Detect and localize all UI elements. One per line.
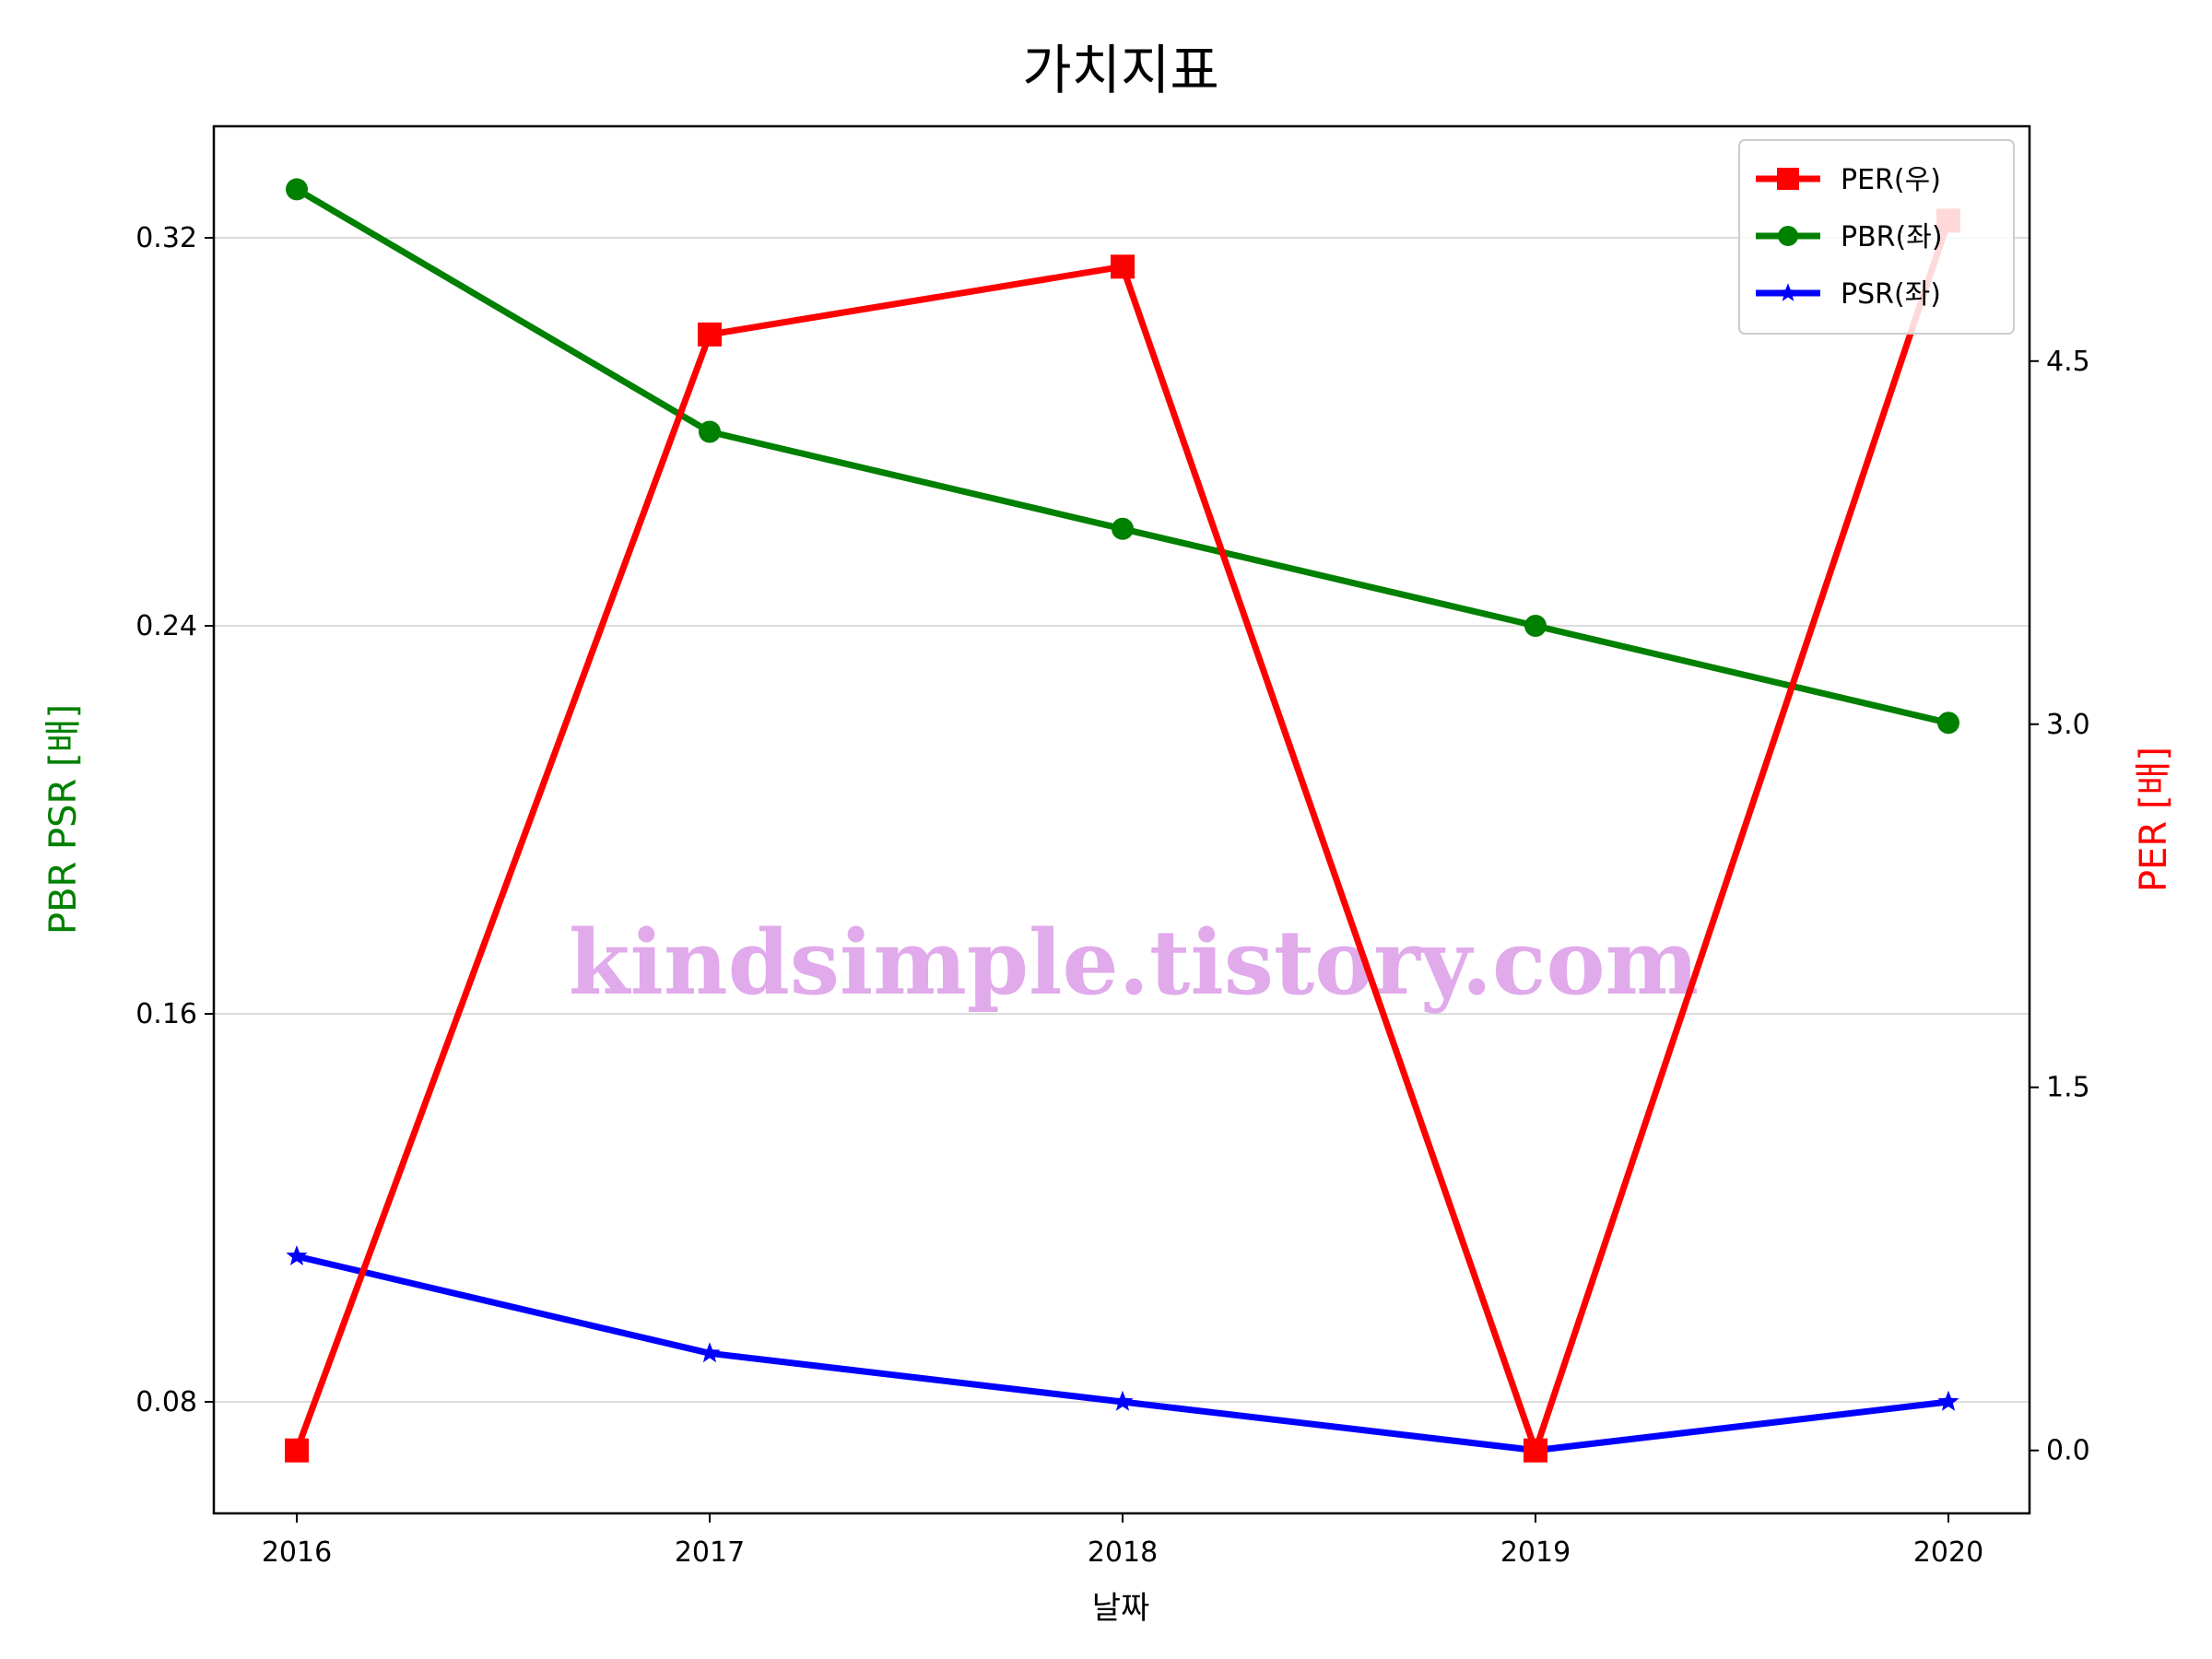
- legend-marker: [1778, 283, 1798, 301]
- x-tick-label: 2017: [675, 1536, 745, 1569]
- legend-label: PSR(좌): [1841, 278, 1941, 311]
- data-point: [1937, 1390, 1959, 1411]
- left-axis-label: PBR PSR [배]: [42, 704, 85, 935]
- left-tick-label: 0.08: [135, 1386, 197, 1418]
- x-axis-ticks: 2016 2017 2018 2019 2020: [262, 1513, 1983, 1569]
- left-tick-label: 0.24: [135, 610, 197, 642]
- x-tick-label: 2019: [1500, 1536, 1571, 1569]
- data-point: [699, 1342, 721, 1363]
- series-line: [296, 1253, 1949, 1454]
- series-line: [293, 219, 1952, 1454]
- data-point: [1112, 1390, 1134, 1411]
- chart-legend: PER(우) PBR(좌) PSR(좌): [1738, 139, 2015, 335]
- x-tick-label: 2018: [1088, 1536, 1158, 1569]
- data-point: [1111, 254, 1135, 279]
- legend-label: PER(우): [1841, 164, 1941, 196]
- legend-marker: [1777, 168, 1799, 190]
- legend-item: PBR(좌): [1756, 221, 1943, 253]
- legend-marker: [1778, 226, 1798, 246]
- left-axis-ticks: 0.08 0.16 0.24 0.32: [135, 222, 214, 1418]
- series-circle: [286, 178, 1959, 735]
- series-square: [285, 208, 1960, 1463]
- right-tick-label: 1.5: [2046, 1072, 2090, 1104]
- series-star: [286, 1245, 1959, 1460]
- data-point: [698, 322, 722, 347]
- right-tick-label: 4.5: [2046, 346, 2090, 378]
- data-point: [699, 420, 721, 443]
- legend-item: PER(우): [1756, 164, 1941, 196]
- legend-label: PBR(좌): [1841, 221, 1943, 253]
- data-point: [1524, 1438, 1547, 1463]
- data-point: [1524, 615, 1547, 638]
- data-point: [286, 1245, 308, 1265]
- right-axis-ticks: 0.0 1.5 3.0 4.5: [2030, 346, 2090, 1467]
- left-tick-label: 0.16: [135, 998, 197, 1030]
- data-point: [286, 178, 308, 201]
- watermark-text: kindsimple.tistory.com: [569, 911, 1699, 1015]
- legend-item: PSR(좌): [1756, 278, 1941, 311]
- right-axis-label: PER [배]: [2133, 747, 2175, 892]
- legend-box: [1738, 139, 2015, 335]
- x-tick-label: 2016: [262, 1536, 332, 1569]
- x-tick-label: 2020: [1913, 1536, 1983, 1569]
- x-axis-label: 날짜: [1092, 1590, 1150, 1627]
- right-tick-label: 0.0: [2046, 1435, 2090, 1467]
- left-tick-label: 0.32: [135, 222, 197, 254]
- plot-frame: [212, 124, 2031, 1515]
- grid-lines: [214, 237, 2030, 1403]
- series-layer: [285, 178, 1960, 1463]
- chart-title: 가치지표: [1022, 39, 1218, 101]
- data-point: [285, 1438, 309, 1463]
- right-tick-label: 3.0: [2046, 709, 2090, 741]
- data-point: [1112, 517, 1134, 540]
- data-point: [1937, 712, 1959, 735]
